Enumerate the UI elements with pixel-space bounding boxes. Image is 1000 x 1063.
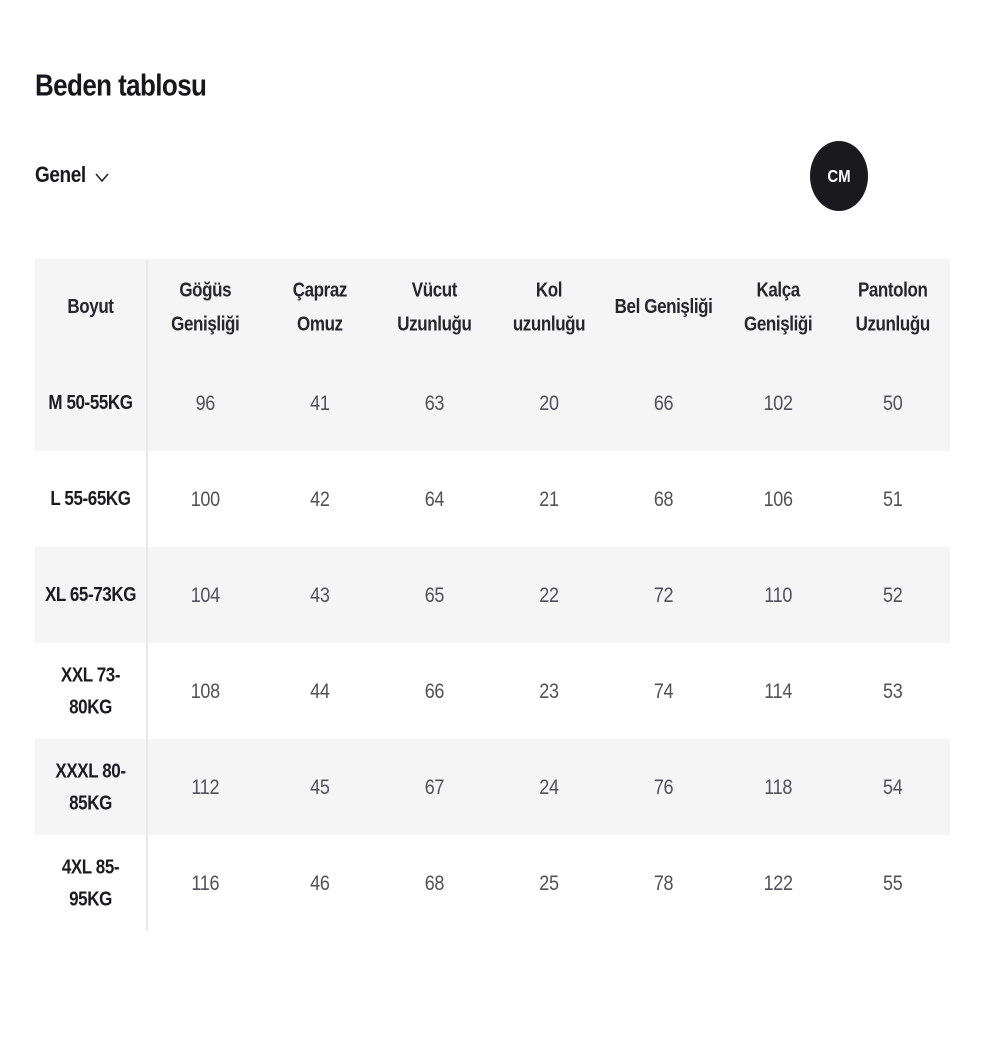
measurement-value: 64 <box>424 486 445 511</box>
column-header-vucut-uzunlugu: Vücut Uzunluğu <box>397 278 472 336</box>
measurement-value: 108 <box>190 678 220 703</box>
measurement-value: 100 <box>190 486 220 511</box>
measurement-value: 22 <box>539 582 559 607</box>
size-label: L 55-65KG <box>35 451 148 547</box>
measurement-value: 55 <box>882 870 903 895</box>
measurement-value: 67 <box>424 774 445 799</box>
unit-toggle-cm-button[interactable]: CM <box>810 141 868 211</box>
column-header-gogus-genisligi: Göğüs Genişliği <box>171 278 240 336</box>
table-row-l: L 55-65KG 100 42 64 21 68 106 51 <box>35 451 950 547</box>
page-title: Beden tablosu <box>35 0 950 103</box>
measurement-value: 76 <box>653 774 674 799</box>
measurement-value: 46 <box>310 870 330 895</box>
unit-toggle-cm-label: CM <box>827 165 851 187</box>
size-label: XXL 73-80KG <box>35 643 148 739</box>
measurement-value: 112 <box>191 774 220 799</box>
measurement-value: 66 <box>424 678 445 703</box>
measurement-value: 20 <box>539 390 559 415</box>
category-selector-label: Genel <box>35 163 86 188</box>
table-row-xxxl: XXXL 80-85KG 112 45 67 24 76 118 54 <box>35 739 950 835</box>
measurement-value: 41 <box>310 390 330 415</box>
table-row-m: M 50-55KG 96 41 63 20 66 102 50 <box>35 355 950 451</box>
column-header-capraz-omuz: Çapraz Omuz <box>292 278 348 336</box>
table-row-xxl: XXL 73-80KG 108 44 66 23 74 114 53 <box>35 643 950 739</box>
measurement-value: 66 <box>653 390 674 415</box>
measurement-value: 42 <box>310 486 330 511</box>
measurement-value: 96 <box>195 390 216 415</box>
column-header-bel-genisligi: Bel Genişliği <box>614 295 713 319</box>
table-row-4xl: 4XL 85-95KG 116 46 68 25 78 122 55 <box>35 835 950 931</box>
measurement-value: 51 <box>882 486 903 511</box>
measurement-value: 21 <box>539 486 559 511</box>
size-table: Boyut Göğüs Genişliği Çapraz Omuz Vücut … <box>35 259 950 931</box>
measurement-value: 78 <box>653 870 674 895</box>
category-selector[interactable]: Genel <box>35 163 109 188</box>
column-header-kalca-genisligi: Kalça Genişliği <box>744 278 813 336</box>
measurement-value: 106 <box>763 486 793 511</box>
controls-row: Genel CM <box>35 139 950 213</box>
measurement-value: 45 <box>310 774 330 799</box>
measurement-value: 43 <box>310 582 330 607</box>
column-header-boyut: Boyut <box>35 259 148 355</box>
table-row-xl: XL 65-73KG 104 43 65 22 72 110 52 <box>35 547 950 643</box>
size-label: XXXL 80-85KG <box>35 739 148 835</box>
measurement-value: 104 <box>190 582 220 607</box>
measurement-value: 52 <box>882 582 903 607</box>
measurement-value: 68 <box>424 870 445 895</box>
chevron-down-icon <box>95 173 109 182</box>
column-header-pantolon-uzunlugu: Pantolon Uzunluğu <box>855 278 931 336</box>
measurement-value: 110 <box>764 582 793 607</box>
size-label: M 50-55KG <box>35 355 148 451</box>
measurement-value: 54 <box>882 774 903 799</box>
measurement-value: 23 <box>539 678 559 703</box>
measurement-value: 118 <box>764 774 793 799</box>
measurement-value: 53 <box>882 678 903 703</box>
column-header-kol-uzunlugu: Kol uzunluğu <box>512 278 586 336</box>
size-label: 4XL 85-95KG <box>35 835 148 931</box>
measurement-value: 122 <box>763 870 793 895</box>
measurement-value: 50 <box>882 390 903 415</box>
measurement-value: 114 <box>764 678 793 703</box>
measurement-value: 72 <box>653 582 674 607</box>
measurement-value: 65 <box>424 582 445 607</box>
measurement-value: 63 <box>424 390 445 415</box>
page-title-text: Beden tablosu <box>35 67 207 103</box>
measurement-value: 102 <box>763 390 793 415</box>
measurement-value: 44 <box>310 678 330 703</box>
measurement-value: 116 <box>191 870 220 895</box>
measurement-value: 74 <box>653 678 674 703</box>
table-body: M 50-55KG 96 41 63 20 66 102 50 L 55-65K… <box>35 355 950 931</box>
size-label: XL 65-73KG <box>35 547 148 643</box>
measurement-value: 24 <box>539 774 559 799</box>
table-header-row: Boyut Göğüs Genişliği Çapraz Omuz Vücut … <box>35 259 950 355</box>
measurement-value: 68 <box>653 486 674 511</box>
measurement-value: 25 <box>539 870 559 895</box>
